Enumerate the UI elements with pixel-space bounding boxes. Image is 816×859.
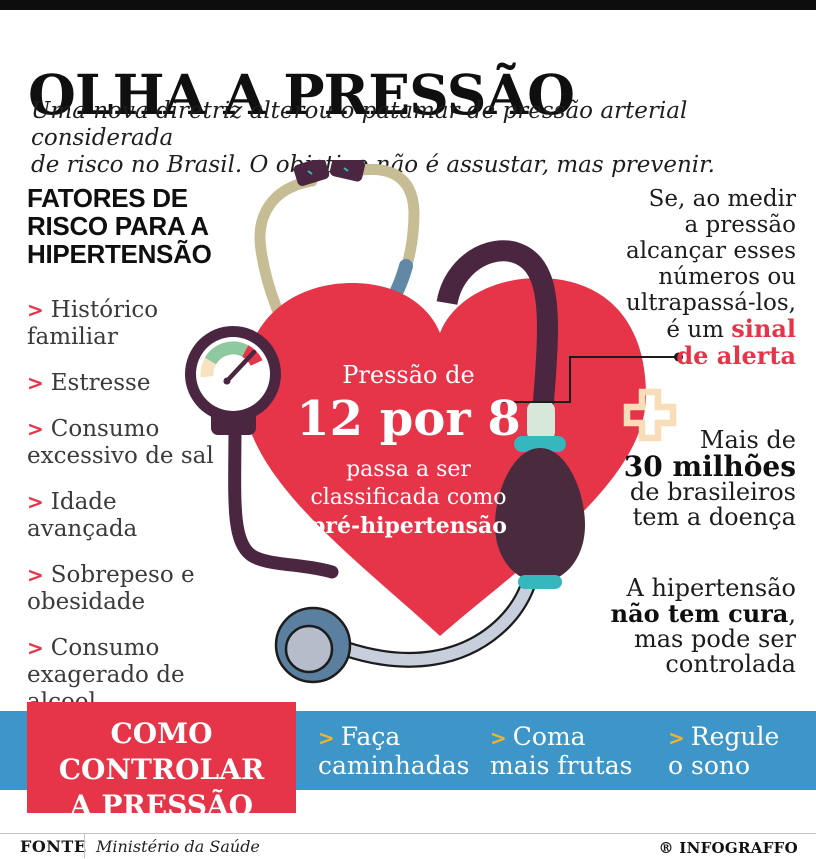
stats-line: Mais de xyxy=(699,426,796,454)
pressure-gauge-icon xyxy=(185,326,281,435)
tip-text: o sono xyxy=(668,751,751,780)
stats-line: de brasileiros xyxy=(629,478,796,506)
chevron-right-icon: > xyxy=(27,563,44,587)
stats-value: 30 milhões xyxy=(623,450,796,483)
chevron-right-icon: > xyxy=(27,490,44,514)
stethoscope-chest-tube xyxy=(338,577,536,668)
alert-emphasis: de alerta xyxy=(676,341,796,370)
alert-note-line: ultrapassá-los, xyxy=(626,290,796,316)
list-item: > Consumo excessivo de sal xyxy=(27,416,223,470)
cure-note: A hipertensão não tem cura, mas pode ser… xyxy=(611,576,796,677)
tip-sleep: > Regule o sono xyxy=(668,723,808,780)
chevron-right-icon: > xyxy=(27,371,44,395)
list-item: > Idade avançada xyxy=(27,489,223,543)
footer xyxy=(0,833,816,859)
list-item-label: Sobrepeso e obesidade xyxy=(27,562,195,615)
chevron-right-icon: > xyxy=(27,298,44,322)
pump-bulb-icon xyxy=(436,240,585,589)
page-title: OLHA A PRESSÃO xyxy=(28,61,575,127)
cure-line: não tem cura, xyxy=(611,601,796,627)
list-item-label: Idade avançada xyxy=(27,489,138,542)
alert-note-line: números ou xyxy=(658,264,796,290)
control-heading-box: COMO CONTROLAR A PRESSÃO xyxy=(27,702,296,822)
chevron-right-icon: > xyxy=(668,726,685,750)
chevron-right-icon: > xyxy=(27,417,44,441)
cure-line: A hipertensão xyxy=(626,574,796,602)
alert-note: Se, ao medir a pressão alcançar esses nú… xyxy=(626,186,796,369)
credit-logo: ® INFOGRAFFO xyxy=(658,839,798,857)
stats-line: tem a doença xyxy=(632,503,796,531)
alert-emphasis: sinal xyxy=(731,314,796,343)
alert-callout-line xyxy=(498,352,683,403)
chevron-right-icon: > xyxy=(318,726,335,750)
blood-pressure-value: 12 por 8 xyxy=(296,391,521,447)
cure-line: mas pode ser xyxy=(633,625,796,653)
subtitle-line-1: Uma nova diretriz alterou o patamar de p… xyxy=(31,98,688,151)
chevron-right-icon: > xyxy=(27,636,44,660)
cure-comma: , xyxy=(788,600,796,628)
chevron-right-icon: > xyxy=(490,726,507,750)
control-heading-line-2: A PRESSÃO xyxy=(69,789,254,822)
gauge-tube xyxy=(228,417,339,579)
tip-line: > Faça xyxy=(318,723,488,752)
page-subtitle: Uma nova diretriz alterou o patamar de p… xyxy=(31,98,816,179)
risk-factors-list: > Histórico familiar > Estresse > Consumo e… xyxy=(27,297,223,735)
alert-note-line: alcançar esses xyxy=(625,238,796,264)
tip-text: Faça xyxy=(340,722,401,751)
tip-fruit: > Coma mais frutas xyxy=(490,723,660,780)
tip-text: Coma xyxy=(512,722,586,751)
list-item: > Estresse xyxy=(27,370,223,397)
list-item-label: Estresse xyxy=(50,370,151,396)
list-item: > Sobrepeso e obesidade xyxy=(27,562,223,616)
list-item-label: Histórico familiar xyxy=(27,297,159,350)
heart-stethoscope-illustration xyxy=(185,160,683,684)
heart-message-line: passa a ser xyxy=(346,457,471,482)
tip-text: Regule xyxy=(690,722,780,751)
alert-note-line: é um sinal xyxy=(626,314,796,344)
tip-line: > Regule xyxy=(668,723,808,752)
tip-line: > Coma xyxy=(490,723,660,752)
heart-message-line: classificada como xyxy=(310,485,507,510)
list-item-label: Consumo excessivo de sal xyxy=(27,416,214,469)
tip-walk: > Faça caminhadas xyxy=(318,723,488,780)
cure-line: controlada xyxy=(665,650,796,678)
risk-factors-heading: FATORES DE RISCO PARA A HIPERTENSÃO xyxy=(27,183,212,269)
control-heading-line-1: COMO CONTROLAR xyxy=(58,717,265,786)
cure-bold: não tem cura xyxy=(610,599,789,628)
ear-tip-icon xyxy=(293,160,366,186)
tip-text: caminhadas xyxy=(318,751,470,780)
alert-note-line: Se, ao medir xyxy=(648,186,796,212)
stethoscope-icon xyxy=(254,160,420,362)
stats-note: Mais de 30 milhões de brasileiros tem a … xyxy=(624,428,796,530)
heart-message: Pressão de 12 por 8 passa a ser classifi… xyxy=(256,361,561,540)
alert-note-line: a pressão xyxy=(684,212,796,238)
heart-message-classification: pré-hipertensão xyxy=(310,513,507,539)
tip-text: mais frutas xyxy=(490,751,633,780)
chest-piece-icon xyxy=(274,606,352,684)
top-accent-bar xyxy=(0,0,816,10)
alert-note-prefix: é um xyxy=(666,317,724,343)
source-label: FONTE xyxy=(20,837,87,856)
medical-cross-icon xyxy=(623,388,677,442)
source-value: Ministério da Saúde xyxy=(96,837,260,856)
list-item: > Histórico familiar xyxy=(27,297,223,351)
footer-divider xyxy=(84,834,85,858)
heart-message-intro: Pressão de xyxy=(342,361,475,389)
